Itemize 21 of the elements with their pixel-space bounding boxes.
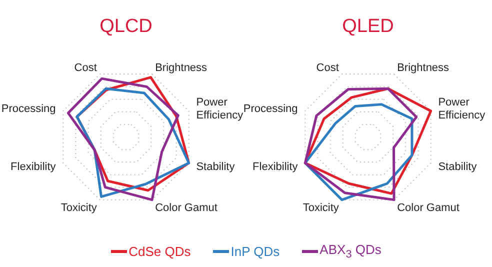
spoke-label: Cost — [74, 62, 97, 74]
spoke-label: Brightness — [155, 62, 208, 74]
spoke-label: Flexibility — [10, 161, 56, 174]
spoke-label: Power Efficiency — [196, 96, 244, 122]
legend-label: ABX$_{3}$ QDs — [320, 242, 382, 261]
spoke-label: Stability — [196, 161, 236, 174]
spoke-label: Processing — [1, 102, 56, 115]
spoke-label: Stability — [438, 161, 478, 174]
spoke-label: Toxicity — [302, 202, 340, 214]
chart-title: QLED — [341, 16, 395, 38]
spoke-label: Flexibility — [252, 161, 298, 174]
spoke-label: Brightness — [397, 62, 450, 74]
spoke-label: Color Gamut — [397, 202, 460, 214]
spoke-label: Cost — [316, 62, 339, 74]
spoke-label: Toxicity — [60, 202, 98, 214]
legend-label: CdSe QDs — [128, 244, 191, 259]
spoke-label: Color Gamut — [155, 202, 218, 214]
chart-title: QLCD — [98, 16, 154, 38]
spoke-label: Processing — [243, 102, 298, 115]
spoke-label: Power Efficiency — [438, 96, 486, 122]
legend-label: InP QDs — [230, 244, 280, 259]
